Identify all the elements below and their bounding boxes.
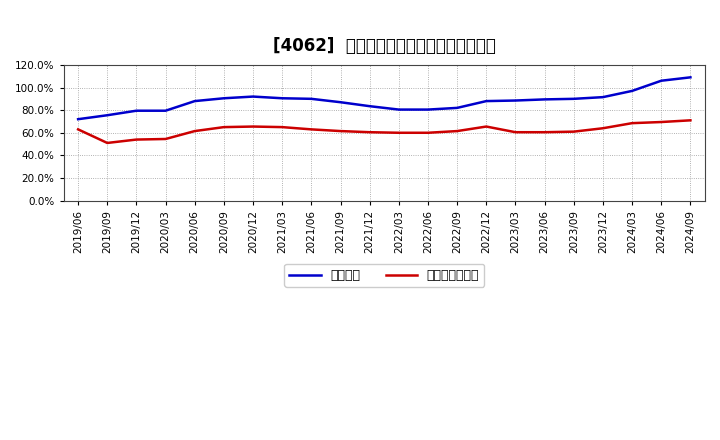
固定長期適合率	[103, 140, 112, 146]
固定長期適合率	[248, 124, 257, 129]
固定長期適合率	[336, 128, 345, 134]
固定比率	[161, 108, 170, 114]
Legend: 固定比率, 固定長期適合率: 固定比率, 固定長期適合率	[284, 264, 485, 287]
固定長期適合率	[161, 136, 170, 142]
固定長期適合率	[307, 127, 315, 132]
固定長期適合率	[511, 129, 520, 135]
固定長期適合率	[453, 128, 462, 134]
固定長期適合率	[657, 119, 665, 125]
固定比率	[365, 103, 374, 109]
固定比率	[540, 97, 549, 102]
固定長期適合率	[628, 121, 636, 126]
固定比率	[307, 96, 315, 102]
固定比率	[628, 88, 636, 94]
固定比率	[190, 99, 199, 104]
固定長期適合率	[540, 129, 549, 135]
固定長期適合率	[73, 127, 82, 132]
固定長期適合率	[190, 128, 199, 134]
固定比率	[132, 108, 140, 114]
Line: 固定長期適合率: 固定長期適合率	[78, 120, 690, 143]
固定長期適合率	[423, 130, 432, 136]
固定長期適合率	[395, 130, 403, 136]
固定比率	[453, 105, 462, 110]
固定比率	[657, 78, 665, 83]
固定長期適合率	[482, 124, 490, 129]
固定比率	[570, 96, 578, 102]
固定比率	[686, 75, 695, 80]
固定比率	[278, 95, 287, 101]
固定比率	[248, 94, 257, 99]
Line: 固定比率: 固定比率	[78, 77, 690, 119]
固定比率	[103, 113, 112, 118]
Title: [4062]  固定比率、固定長期適合率の推移: [4062] 固定比率、固定長期適合率の推移	[273, 37, 495, 55]
固定長期適合率	[278, 125, 287, 130]
固定比率	[511, 98, 520, 103]
固定長期適合率	[132, 137, 140, 142]
固定長期適合率	[570, 129, 578, 134]
固定長期適合率	[598, 125, 607, 131]
固定長期適合率	[220, 125, 228, 130]
固定比率	[482, 99, 490, 104]
固定比率	[598, 95, 607, 100]
固定比率	[220, 95, 228, 101]
固定長期適合率	[365, 129, 374, 135]
固定比率	[395, 107, 403, 112]
固定比率	[73, 117, 82, 122]
固定長期適合率	[686, 117, 695, 123]
固定比率	[423, 107, 432, 112]
固定比率	[336, 99, 345, 105]
